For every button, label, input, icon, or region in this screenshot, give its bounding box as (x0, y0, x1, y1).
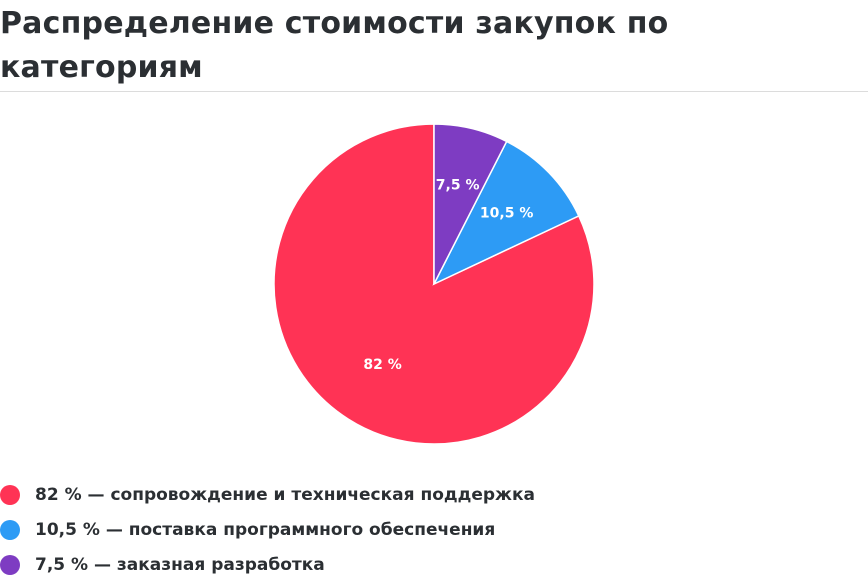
title-divider (0, 91, 868, 92)
pie-slice-development (433, 123, 508, 285)
legend-label-software: 10,5 % — поставка программного обеспечен… (35, 519, 496, 540)
pie-slice-software (432, 140, 580, 286)
pie-slice-label-development: 7,5 % (436, 178, 480, 194)
legend-item-support: 82 % — сопровождение и техническая подде… (0, 477, 860, 512)
pie-slices (273, 123, 595, 445)
legend-item-development: 7,5 % — заказная разработка (0, 547, 860, 582)
pie-slice-label-software: 10,5 % (480, 206, 533, 222)
legend-marker-software (0, 519, 20, 540)
legend-item-software: 10,5 % — поставка программного обеспечен… (0, 512, 860, 547)
legend-marker-development (0, 554, 20, 575)
legend-label-development: 7,5 % — заказная разработка (35, 554, 325, 575)
pie-chart: 82 % 10,5 %7,5 % (273, 123, 595, 445)
pie-slice-label-support: 82 % (363, 357, 401, 373)
legend-marker-support (0, 484, 20, 505)
chart-title: Распределение стоимости закупок по катег… (0, 6, 669, 85)
pie-slice-labels: 82 % 10,5 %7,5 % (363, 178, 533, 373)
legend-label-support: 82 % — сопровождение и техническая подде… (35, 484, 535, 505)
legend: 82 % — сопровождение и техническая подде… (0, 477, 860, 582)
